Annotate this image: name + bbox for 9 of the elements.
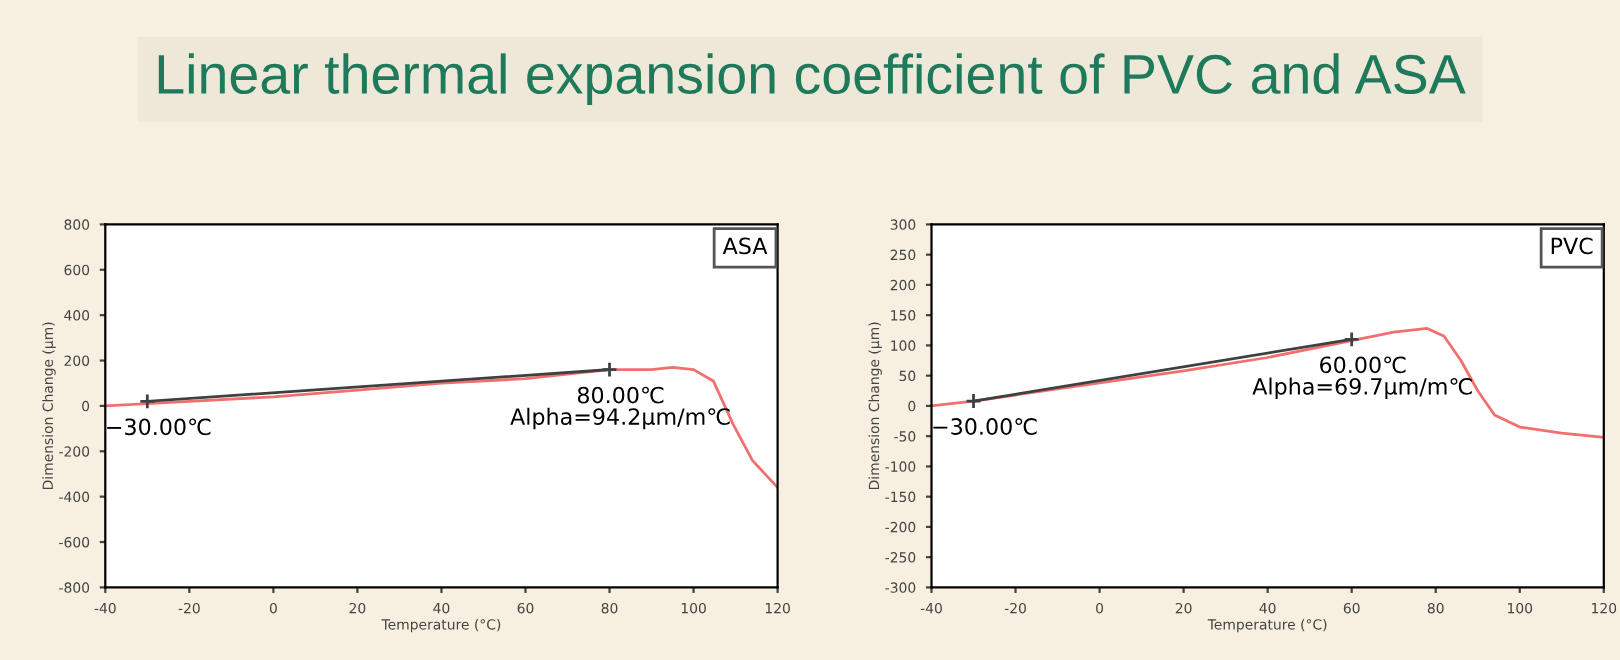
line-series: [105, 365, 778, 489]
annotation: PVC: [1551, 237, 1593, 255]
annotation: −30.00℃: [107, 418, 211, 436]
line-series: [931, 327, 1604, 439]
chart-title: Linear thermal expansion coefficient of PVC and ASA: [158, 53, 1466, 106]
annotation: ASA: [722, 237, 768, 255]
annotation: 80.00℃ Alpha=94.2μm/m℃: [510, 386, 730, 430]
annotation: −30.00℃: [933, 418, 1037, 435]
annotation: 60.00℃ Alpha=69.7μm/m℃: [1252, 356, 1472, 400]
